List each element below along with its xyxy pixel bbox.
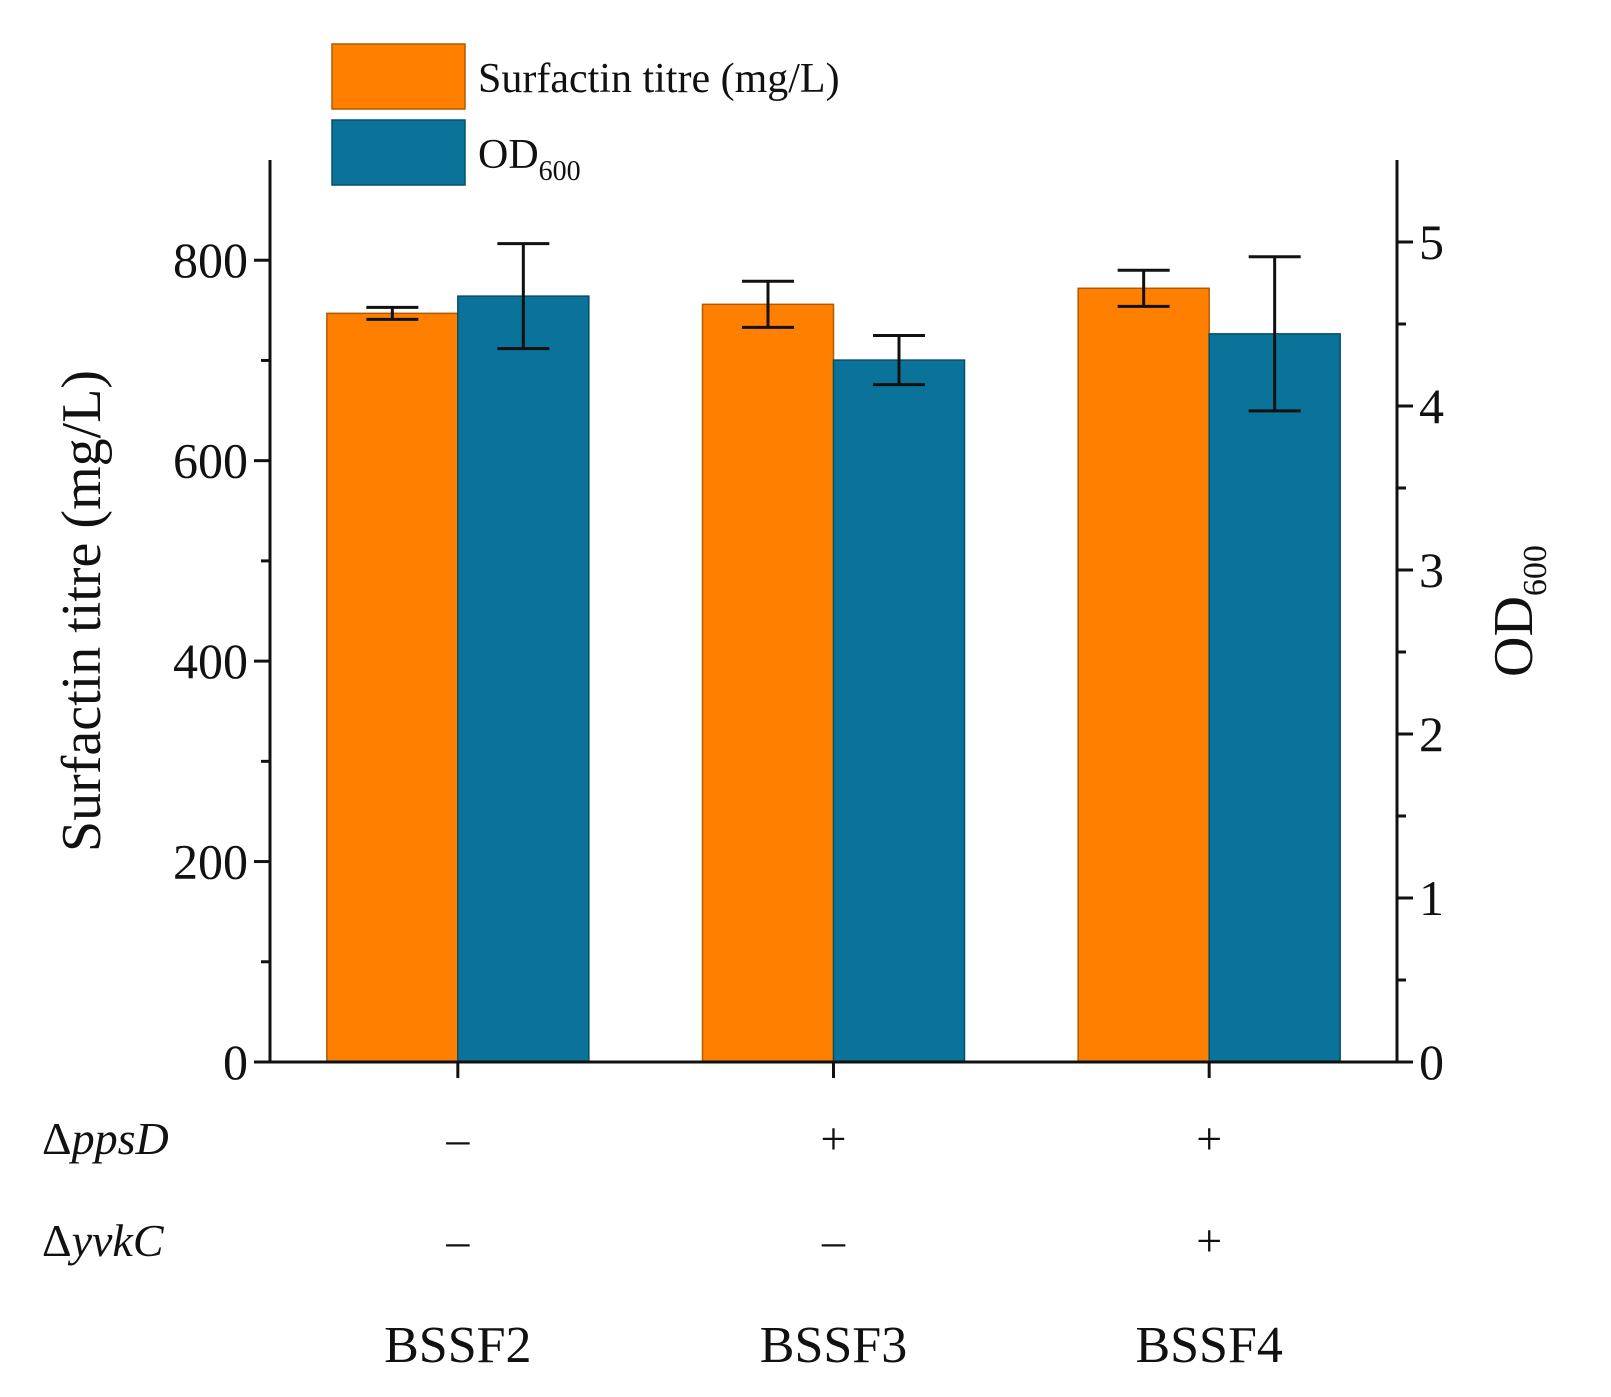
- row-label-ppsD: ΔppsD: [42, 1113, 169, 1164]
- error-bars-layer: [366, 242, 1301, 413]
- legend-label-od600-main: OD: [478, 132, 539, 178]
- delta-symbol: Δ: [42, 1215, 72, 1266]
- right-tick-label: 0: [1419, 1034, 1444, 1090]
- right-tick-label: 5: [1419, 214, 1444, 270]
- genotype-sign: –: [445, 1113, 470, 1164]
- legend: Surfactin titre (mg/L) OD600: [331, 43, 840, 187]
- right-y-axis-title-main: OD: [1483, 596, 1545, 677]
- left-tick-label: 800: [173, 232, 248, 288]
- legend-label-od600-sub: 600: [539, 156, 581, 187]
- right-y-axis-title-sub: 600: [1517, 545, 1554, 596]
- legend-label-od600: OD600: [478, 132, 581, 187]
- right-ticks: 0 1 2 3 4 5: [1397, 214, 1444, 1090]
- bar-surfactin-BSSF4: [1077, 287, 1210, 1063]
- genotype-sign: +: [1196, 1215, 1222, 1266]
- x-ticks: [456, 1062, 1211, 1078]
- right-tick-label: 1: [1419, 870, 1444, 926]
- bar-surfactin-BSSF3: [701, 303, 835, 1063]
- left-ticks: 0 200 400 600 800: [173, 232, 270, 1090]
- y-axis-title: Surfactin titre (mg/L): [51, 370, 113, 852]
- genotype-sign: –: [821, 1215, 846, 1266]
- legend-swatch-od600: [331, 119, 466, 186]
- bar-od600-BSSF3: [832, 359, 966, 1063]
- row-label-yvkC: ΔyvkC: [42, 1215, 165, 1266]
- right-tick-label: 3: [1419, 542, 1444, 598]
- left-tick-label: 200: [173, 834, 248, 890]
- delta-symbol: Δ: [42, 1113, 72, 1164]
- left-tick-label: 400: [173, 633, 248, 689]
- genotype-sign: –: [445, 1215, 470, 1266]
- left-tick-label: 0: [223, 1034, 248, 1090]
- right-tick-label: 4: [1419, 378, 1444, 434]
- bar-od600-BSSF2: [457, 295, 590, 1063]
- gene-name: ppsD: [69, 1113, 169, 1164]
- bars-layer: [326, 287, 1341, 1063]
- left-tick-label: 600: [173, 433, 248, 489]
- right-y-axis-title: OD600: [1483, 545, 1554, 677]
- genotype-sign: +: [1196, 1113, 1222, 1164]
- gene-name: yvkC: [68, 1215, 165, 1266]
- legend-label-surfactin: Surfactin titre (mg/L): [478, 56, 840, 102]
- bar-od600-BSSF4: [1208, 333, 1341, 1063]
- right-tick-label: 2: [1419, 706, 1444, 762]
- strain-labels: BSSF2 BSSF3 BSSF4: [384, 1317, 1283, 1374]
- strain-label: BSSF3: [760, 1317, 907, 1374]
- genotype-signs: – + + – – +: [445, 1113, 1222, 1266]
- legend-swatch-surfactin: [331, 43, 466, 110]
- strain-label: BSSF4: [1135, 1317, 1282, 1374]
- bar-surfactin-BSSF2: [326, 312, 459, 1063]
- strain-label: BSSF2: [384, 1317, 531, 1374]
- genotype-sign: +: [821, 1113, 847, 1164]
